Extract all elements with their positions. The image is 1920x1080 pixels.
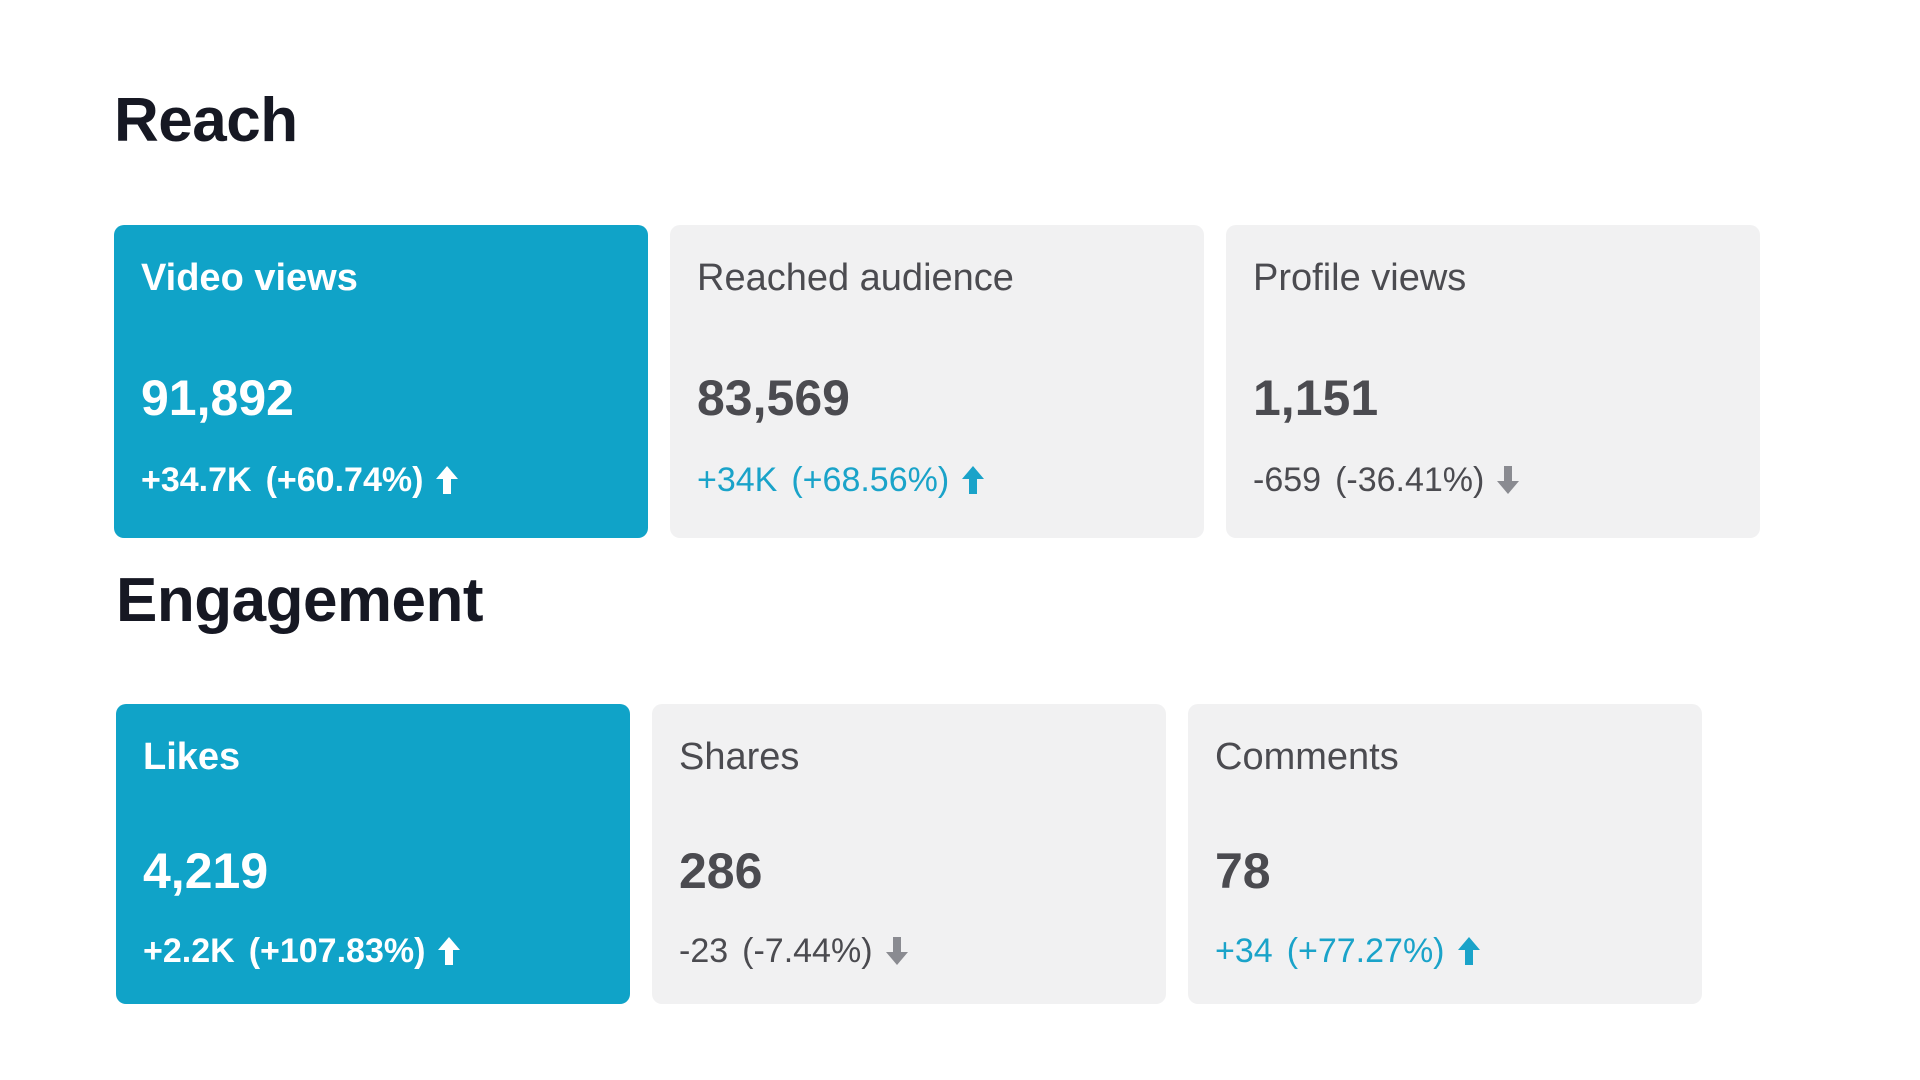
change-delta: -659 — [1253, 461, 1322, 499]
card-value: 286 — [679, 843, 763, 899]
reached-audience-card[interactable]: Reached audience 83,569 +34K (+68.56%) — [670, 225, 1204, 538]
change-delta: +34 — [1215, 932, 1273, 970]
arrow-down-icon — [885, 936, 909, 966]
card-change: -659 (-36.41%) — [1253, 463, 1520, 497]
change-delta: +34.7K — [141, 461, 252, 499]
card-value: 1,151 — [1253, 370, 1379, 426]
change-percent: (-7.44%) — [742, 932, 873, 970]
card-label: Video views — [141, 257, 358, 299]
card-label: Likes — [143, 736, 241, 778]
card-change: +34 (+77.27%) — [1215, 934, 1481, 968]
change-percent: (-36.41%) — [1335, 461, 1485, 499]
card-change: -23 (-7.44%) — [679, 934, 909, 968]
card-label: Profile views — [1253, 257, 1467, 299]
arrow-down-icon — [1496, 465, 1520, 495]
arrow-up-icon — [437, 936, 461, 966]
change-percent: (+60.74%) — [265, 461, 424, 499]
arrow-up-icon — [435, 465, 459, 495]
card-value: 83,569 — [697, 370, 850, 426]
change-percent: (+77.27%) — [1286, 932, 1445, 970]
change-percent: (+107.83%) — [248, 932, 426, 970]
arrow-up-icon — [1457, 936, 1481, 966]
profile-views-card[interactable]: Profile views 1,151 -659 (-36.41%) — [1226, 225, 1760, 538]
card-label: Reached audience — [697, 257, 1014, 299]
video-views-card[interactable]: Video views 91,892 +34.7K (+60.74%) — [114, 225, 648, 538]
card-value: 91,892 — [141, 370, 294, 426]
arrow-up-icon — [961, 465, 985, 495]
reach-section-title: Reach — [114, 86, 298, 155]
card-change: +2.2K (+107.83%) — [143, 934, 461, 968]
card-change: +34.7K (+60.74%) — [141, 463, 459, 497]
change-delta: +2.2K — [143, 932, 235, 970]
card-value: 78 — [1215, 843, 1271, 899]
shares-card[interactable]: Shares 286 -23 (-7.44%) — [652, 704, 1166, 1004]
card-value: 4,219 — [143, 843, 269, 899]
change-delta: +34K — [697, 461, 778, 499]
comments-card[interactable]: Comments 78 +34 (+77.27%) — [1188, 704, 1702, 1004]
card-label: Shares — [679, 736, 800, 778]
likes-card[interactable]: Likes 4,219 +2.2K (+107.83%) — [116, 704, 630, 1004]
engagement-section-title: Engagement — [116, 566, 484, 635]
change-percent: (+68.56%) — [791, 461, 950, 499]
card-change: +34K (+68.56%) — [697, 463, 985, 497]
change-delta: -23 — [679, 932, 729, 970]
card-label: Comments — [1215, 736, 1399, 778]
